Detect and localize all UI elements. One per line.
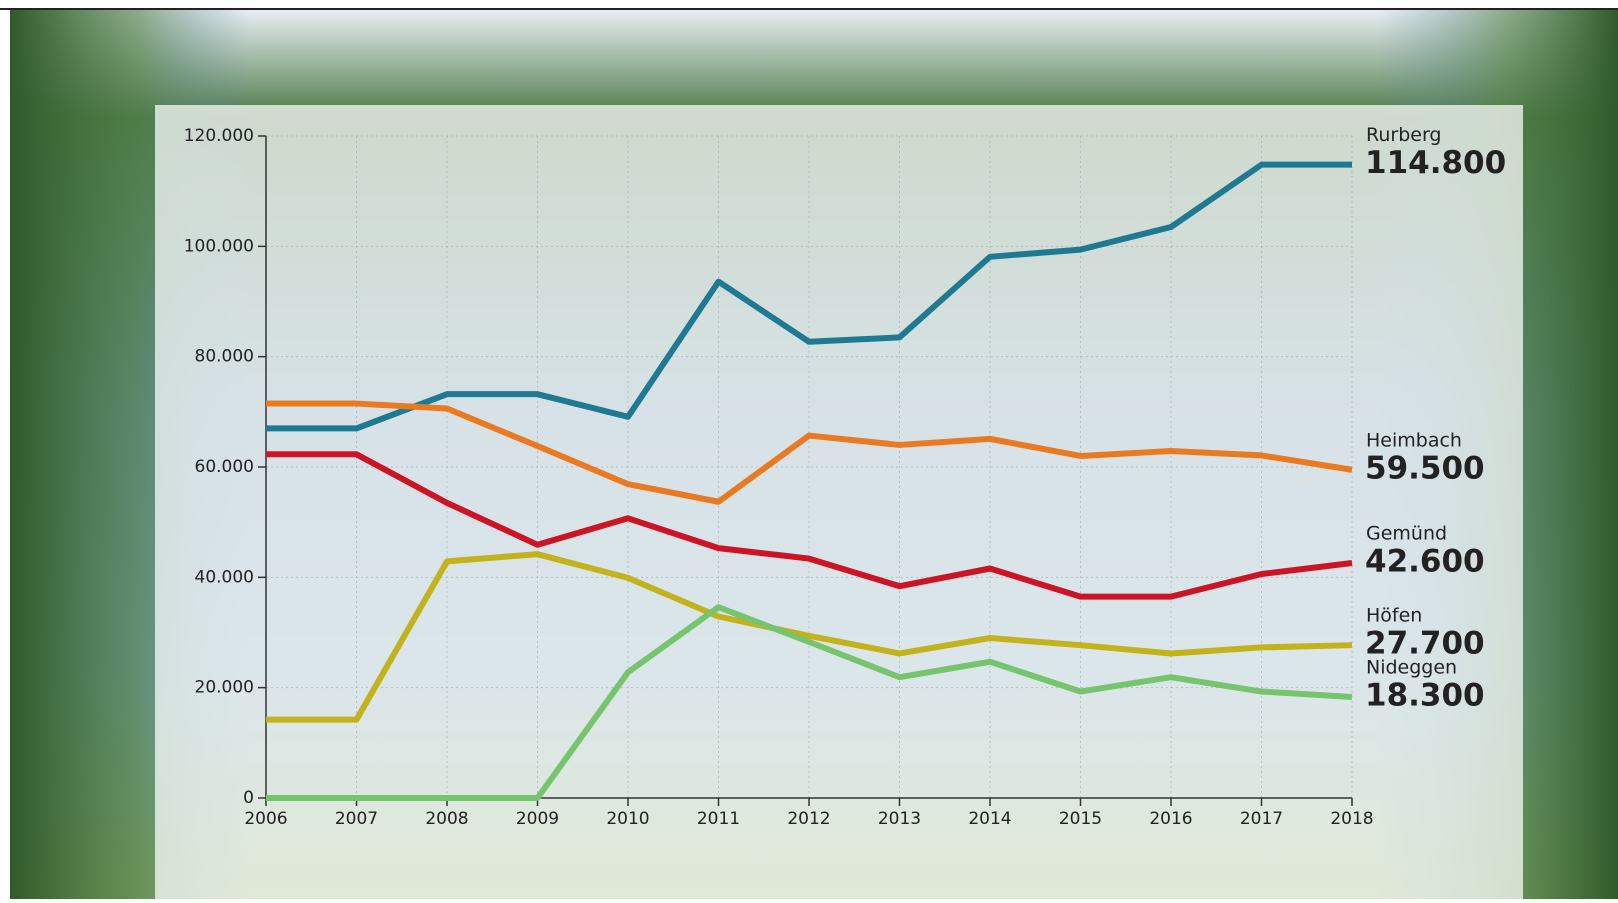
- value-label: 59.500: [1365, 450, 1485, 486]
- x-tick-label: 2015: [1059, 809, 1102, 829]
- x-tick-label: 2006: [244, 809, 287, 829]
- x-tick-label: 2013: [878, 809, 921, 829]
- series-line: [266, 604, 1353, 801]
- series-line: [266, 451, 1353, 600]
- series-name: Heimbach: [1366, 429, 1462, 451]
- chart-panel: [155, 105, 1523, 899]
- series-line: [266, 400, 1353, 505]
- y-tick-label: 120.000: [184, 126, 254, 146]
- series-line: [266, 551, 1353, 723]
- series-name: Gemünd: [1366, 522, 1447, 544]
- value-label: 27.700: [1365, 626, 1485, 662]
- value-label: 42.600: [1365, 543, 1485, 579]
- y-tick-label: 80.000: [195, 347, 254, 367]
- x-tick-label: 2012: [787, 809, 830, 829]
- y-tick-label: 0: [243, 788, 254, 808]
- y-tick-label: 20.000: [195, 678, 254, 698]
- y-tick-label: 40.000: [195, 567, 254, 587]
- x-tick-label: 2008: [425, 809, 468, 829]
- x-tick-label: 2014: [968, 809, 1011, 829]
- x-tick-label: 2018: [1330, 809, 1373, 829]
- series-name: Rurberg: [1366, 124, 1442, 146]
- y-tick-label: 100.000: [184, 236, 254, 256]
- y-tick-label: 60.000: [195, 457, 254, 477]
- x-tick-label: 2016: [1149, 809, 1192, 829]
- series-name: Nideggen: [1366, 657, 1457, 679]
- x-tick-label: 2009: [516, 809, 559, 829]
- x-tick-label: 2011: [697, 809, 740, 829]
- x-tick-label: 2017: [1240, 809, 1283, 829]
- x-tick-label: 2007: [335, 809, 378, 829]
- series-line: [266, 161, 1352, 432]
- plot: 0 20.000 40.000 60.000 80.000 100.000 120.000 2…: [184, 124, 1507, 829]
- series-name: Höfen: [1366, 605, 1422, 627]
- value-label: 114.800: [1365, 145, 1506, 181]
- x-tick-label: 2010: [606, 809, 649, 829]
- value-label: 18.300: [1365, 678, 1485, 714]
